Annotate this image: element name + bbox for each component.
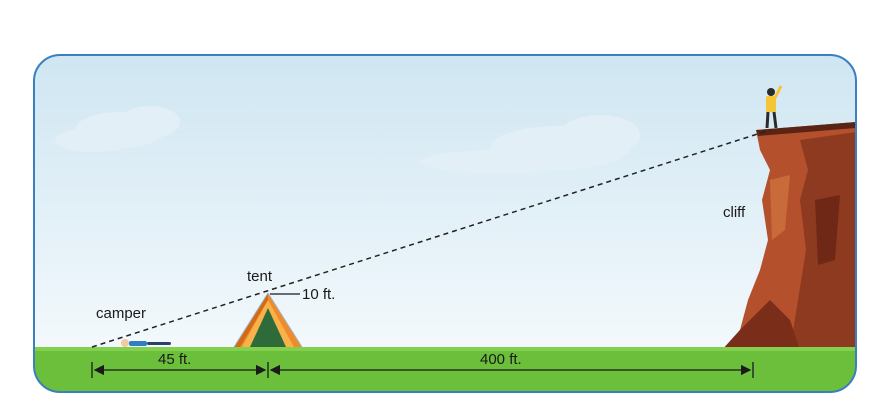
dimension-camper-to-tent: [91, 362, 269, 378]
tent-height-label: 10 ft.: [302, 286, 336, 303]
grass-edge: [34, 347, 856, 351]
cloud-right: [420, 115, 640, 174]
line-of-sight: [91, 129, 771, 348]
camper-figure: [121, 339, 171, 347]
cloud-left: [55, 106, 180, 152]
scene-frame: [33, 54, 857, 393]
camper-to-tent-distance: 45 ft.: [158, 351, 192, 368]
scene-contents: [34, 55, 856, 392]
camper-label: camper: [96, 305, 147, 322]
tent-label: tent: [247, 268, 273, 285]
dimension-tent-to-cliff: [269, 362, 754, 378]
person-on-cliff: [765, 85, 783, 129]
cliff-label: cliff: [723, 204, 746, 221]
cliff: [722, 122, 856, 350]
sky: [34, 55, 856, 350]
tent: [233, 292, 303, 348]
tent-to-cliff-distance: 400 ft.: [480, 351, 522, 368]
